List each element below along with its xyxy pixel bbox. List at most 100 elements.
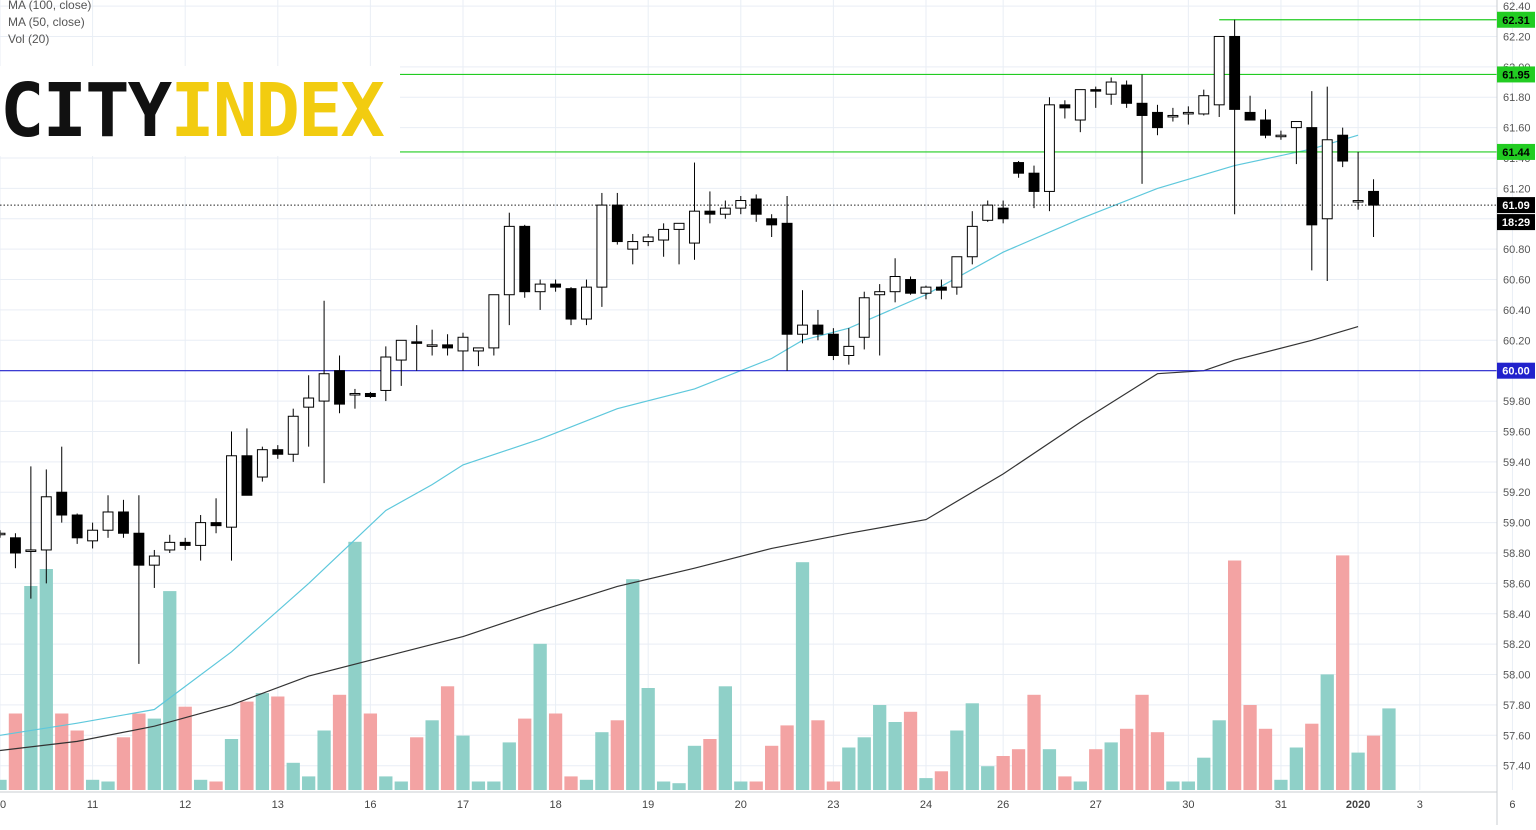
candle-body [442,344,453,349]
candle-body [1105,81,1117,95]
candle-body [519,225,531,293]
volume-bar [564,776,578,790]
candle-body [905,279,916,294]
y-tick-label: 58.60 [1503,578,1531,590]
volume-bar [101,781,115,790]
candles [0,19,1379,664]
candle-body [534,283,546,293]
volume-bar [1058,776,1072,790]
volume-bar [765,745,779,790]
candle-body [395,339,407,361]
candle-body [1229,35,1241,110]
candle-body [241,455,253,496]
y-tick-label: 62.20 [1503,31,1531,43]
candle-body [349,392,361,396]
candle-body [550,283,562,288]
volume-bar [1181,781,1195,790]
candle-body [0,532,6,536]
volume-bar [934,771,949,790]
volume-bar [965,703,979,790]
legend-ma50[interactable]: MA (50, close) [8,15,85,29]
y-tick-label: 58.20 [1503,639,1531,651]
candle-body [1044,104,1055,192]
volume-bar [1119,728,1134,790]
volume-bar [224,739,239,790]
candle-body [1090,89,1102,92]
candle-body [426,344,438,347]
volume-bar [55,713,69,790]
candle-body [287,415,299,455]
candle-body [210,522,222,527]
volume-bar [1150,732,1165,790]
candle-body [148,555,160,566]
volume-bar [873,705,887,790]
candle-body [195,522,207,546]
volume-bar [1305,723,1319,790]
volume-bar [1166,781,1180,790]
volume-bar [610,720,624,790]
volume-bar [826,781,841,790]
volume-bar [178,706,192,790]
legend-vol[interactable]: Vol (20) [8,32,50,46]
volume-bar [996,756,1010,790]
y-tick-label: 61.60 [1503,123,1531,135]
volume-bar [795,562,810,790]
volume-bar [533,643,547,790]
candle-body [472,347,484,352]
y-tick-label: 58.40 [1503,609,1531,621]
volume-bar [950,730,964,790]
candle-body [1213,35,1225,106]
candle-body [1368,190,1379,206]
candle-body [1321,139,1333,220]
volume-bar [1351,752,1365,790]
candle-body [1013,162,1025,174]
candle-body [889,276,901,293]
candle-body [40,496,52,551]
volume-bar [656,781,671,790]
volume-bar [595,732,609,790]
volume-bar [626,579,640,790]
volume-bar [8,713,23,790]
x-tick-label: 10 [0,799,6,811]
legend-ma100[interactable]: MA (100, close) [8,0,92,12]
candle-body [25,549,37,552]
volume-bar [70,730,84,790]
y-tick-label: 61.80 [1503,92,1531,104]
candle-body [272,449,284,455]
x-tick-label: 11 [87,799,98,811]
candle-body [935,286,947,291]
current-price-badge-text: 61.09 [1502,200,1530,212]
volume-bar [919,778,933,790]
x-tick-label: 27 [1090,799,1102,811]
candle-body [565,288,577,320]
volume-bar [440,686,455,790]
volume-bar [1289,747,1304,790]
candle-body [627,241,639,250]
volume-bar [410,737,424,790]
current-price-badge-bg [1497,197,1535,214]
candle-body [719,207,731,215]
x-axis[interactable]: 10 11 12 13 16 17 18 19 20 23 24 26 27 30 31 2020 3 6 [0,791,1515,811]
candle-body [9,537,21,554]
volume-bar [1089,749,1103,790]
volume-bar [548,713,563,790]
y-tick-label: 59.40 [1503,457,1531,469]
candle-body [1306,127,1318,226]
candle-body [364,392,376,398]
y-tick-label: 61.20 [1503,183,1531,195]
volume-bar [163,591,177,790]
x-tick-label: 17 [457,799,469,811]
candle-body [380,356,392,391]
y-axis[interactable]: 57.40 57.60 57.80 58.00 58.20 58.40 58.60 58.80… [1496,0,1531,825]
volume-bar [85,779,100,790]
candle-body [781,222,793,335]
x-tick-label: 2020 [1346,799,1370,811]
volume-bar [502,742,516,790]
volume-bar [193,779,208,790]
volume-bar [132,713,146,790]
candle-body [303,397,315,408]
volume-bar [379,776,393,790]
candle-body [920,286,932,294]
